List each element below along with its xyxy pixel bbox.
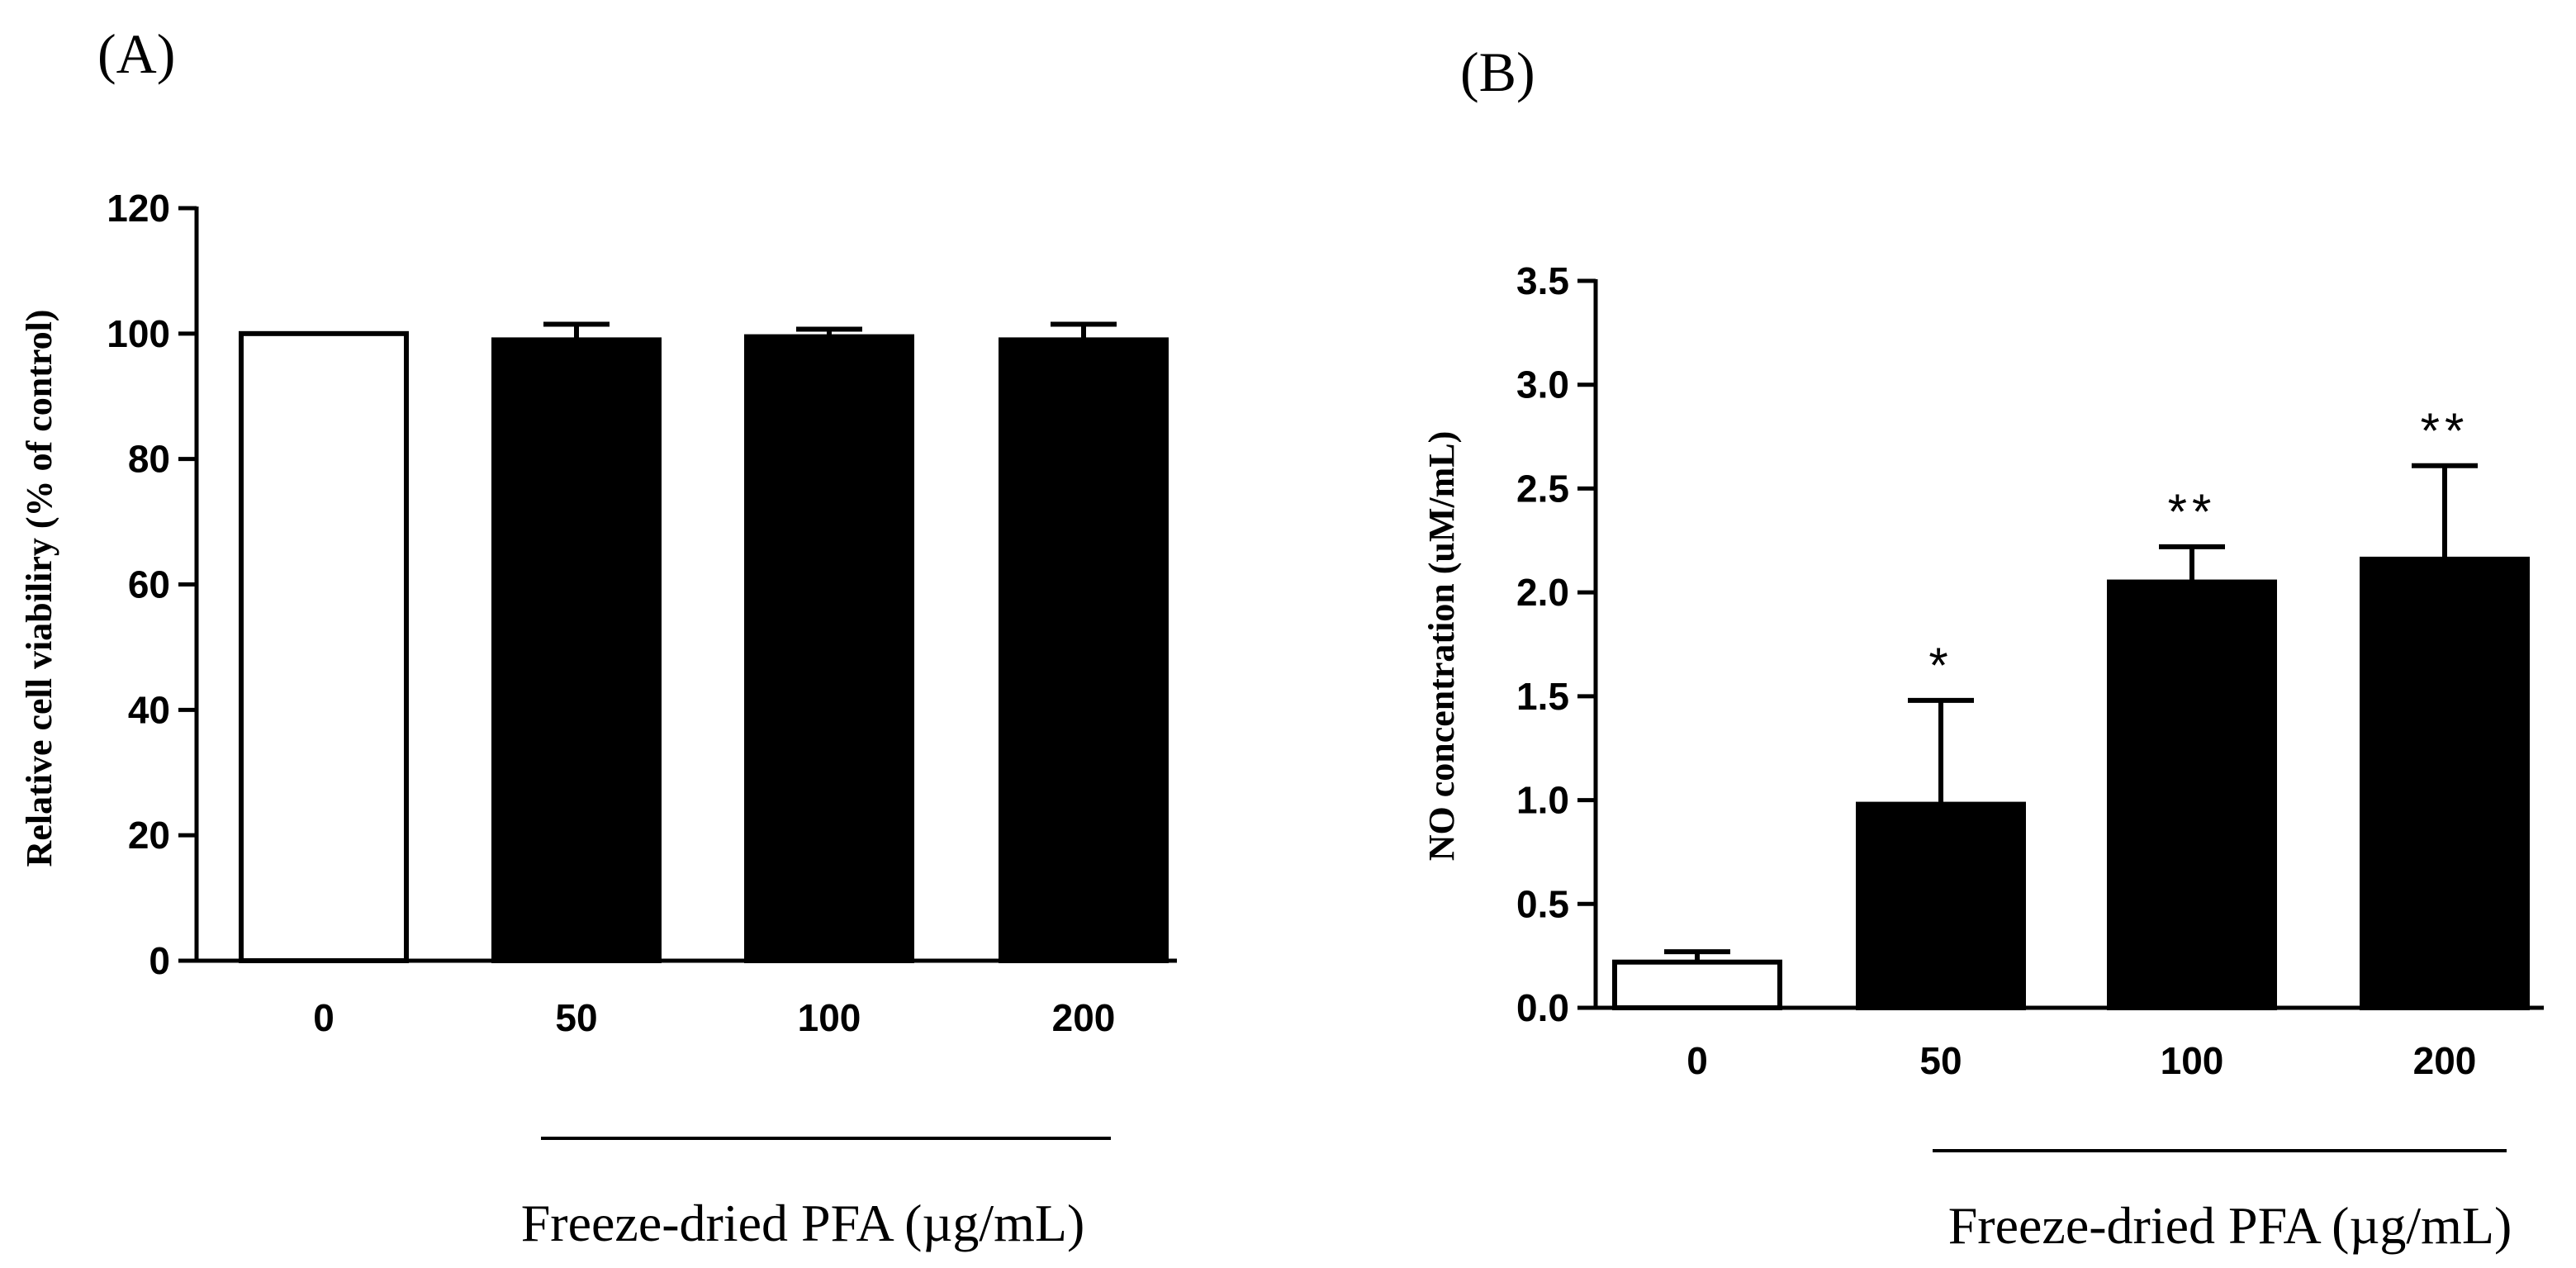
panel-a-bar-0 <box>239 330 409 964</box>
panel-a-y-tick-label: 20 <box>128 814 170 857</box>
panel-b-x-tick-label: 200 <box>2413 1039 2477 1082</box>
panel-a-x-axis-label: Freeze-dried PFA (µg/mL) <box>521 1194 1085 1252</box>
panel-a-x-tick-label: 200 <box>1052 996 1116 1039</box>
panel-a-bar-50 <box>491 337 662 963</box>
panel-b-y-tick-label: 0.5 <box>1516 882 1569 925</box>
panel-a-bar-200 <box>999 337 1169 963</box>
panel-b-y-tick-label: 1.0 <box>1516 779 1569 822</box>
panel-a-y-tick-label: 120 <box>107 187 170 230</box>
panel-b: (B) NO concentration (uM/mL) Freeze-drie… <box>1421 40 2544 1255</box>
panel-b-y-tick-label: 2.0 <box>1516 571 1569 614</box>
panel-b-y-tick-label: 3.5 <box>1516 259 1569 302</box>
panel-a-x-tick-label: 50 <box>555 996 597 1039</box>
panel-b-significance-label: * <box>1928 638 1952 693</box>
panel-b-bar-50 <box>1856 801 2026 1010</box>
panel-a-y-tick-label: 80 <box>128 438 170 481</box>
panel-b-bar-100 <box>2107 579 2277 1010</box>
panel-a-x-tick-label: 0 <box>313 996 334 1039</box>
panel-a-y-tick-label: 60 <box>128 563 170 606</box>
panel-a-y-tick-label: 40 <box>128 688 170 731</box>
panel-b-x-tick-label: 0 <box>1686 1039 1708 1082</box>
panel-b-significance-label: ** <box>2168 484 2217 539</box>
panel-a-x-tick-label: 100 <box>798 996 861 1039</box>
panel-a-y-tick-label: 0 <box>149 939 170 982</box>
panel-b-y-tick-label: 0.0 <box>1516 986 1569 1029</box>
panel-b-x-axis-label: Freeze-dried PFA (µg/mL) <box>1948 1196 2512 1255</box>
panel-b-x-tick-label: 50 <box>1919 1039 1962 1082</box>
panel-b-bar-0 <box>1612 959 1782 1010</box>
panel-b-y-tick-label: 3.0 <box>1516 363 1569 406</box>
panel-b-y-tick-label: 2.5 <box>1516 467 1569 510</box>
panel-b-bar-200 <box>2360 556 2530 1010</box>
panel-a-label: (A) <box>97 22 175 85</box>
panel-b-y-axis-label: NO concentration (uM/mL) <box>1421 431 1462 862</box>
panel-b-x-tick-label: 100 <box>2161 1039 2224 1082</box>
panel-b-significance-label: ** <box>2421 403 2469 458</box>
panel-a: (A) Relative cell viabiliry (% of contro… <box>19 22 1177 1252</box>
panel-a-y-axis-label: Relative cell viabiliry (% of control) <box>19 310 59 867</box>
panel-a-y-tick-label: 100 <box>107 312 170 355</box>
panel-b-y-tick-label: 1.5 <box>1516 675 1569 718</box>
panel-a-bar-100 <box>744 334 914 964</box>
panel-b-label: (B) <box>1460 40 1535 103</box>
